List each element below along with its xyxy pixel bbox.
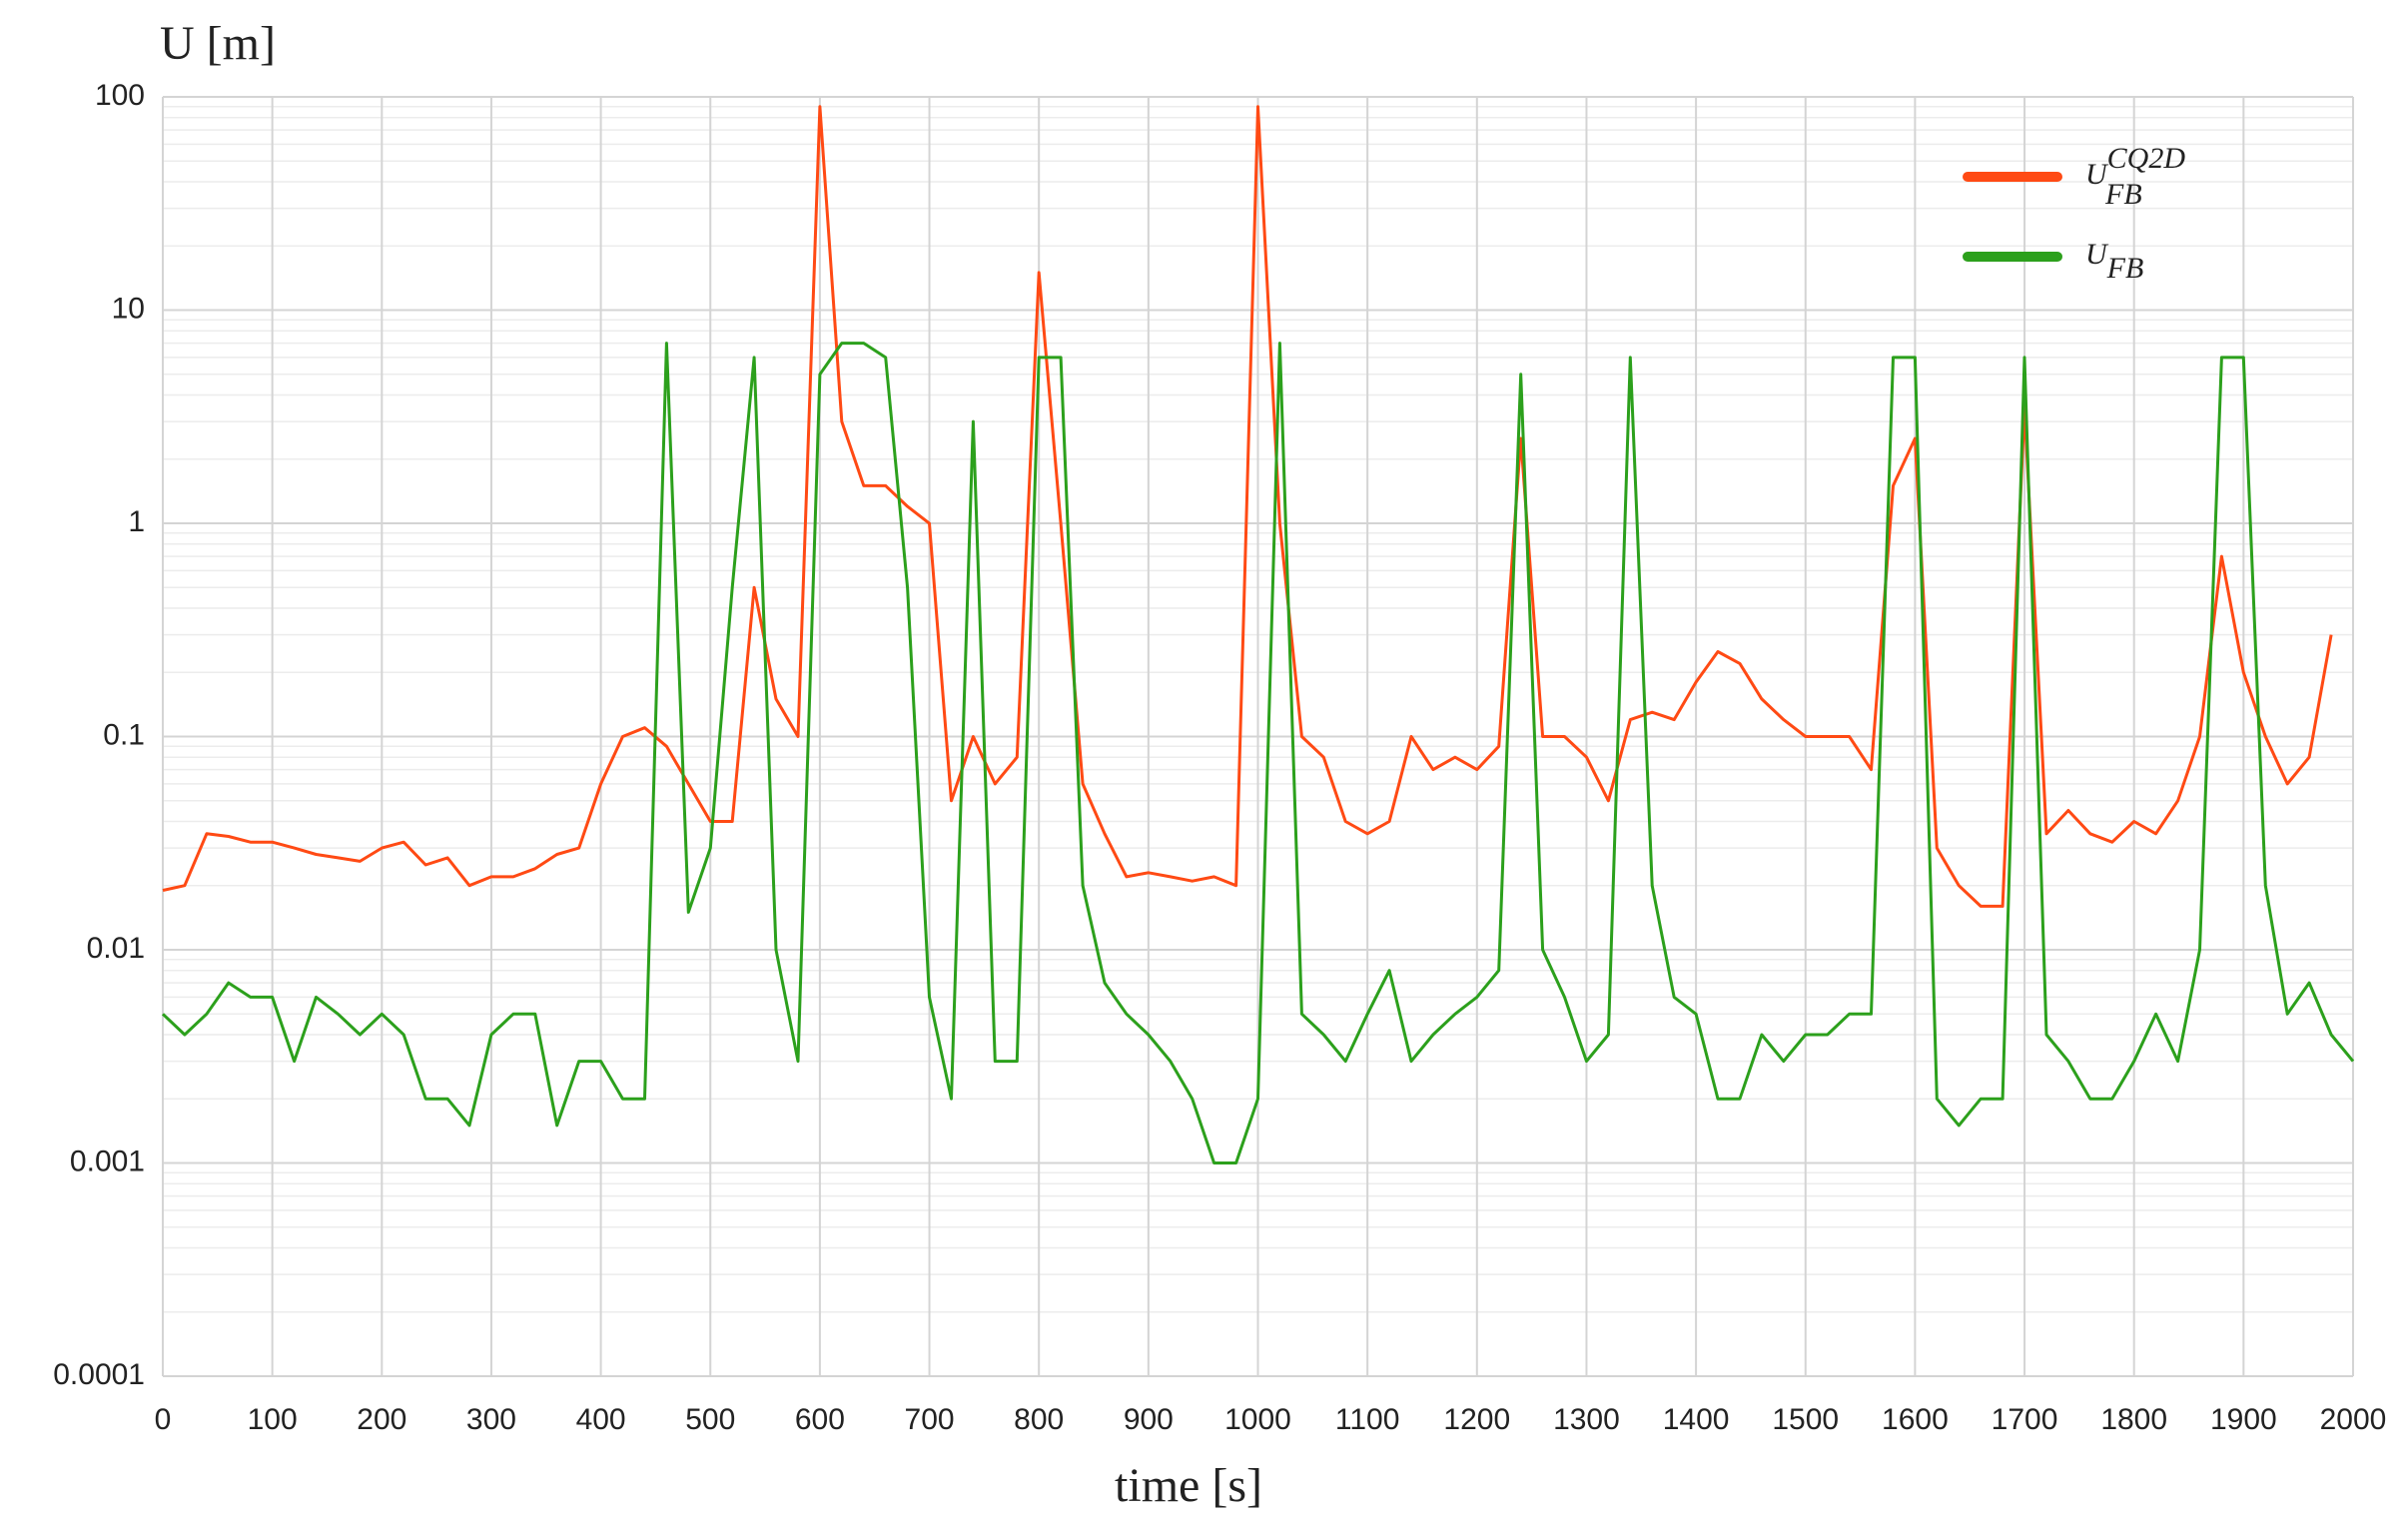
legend-name: U: [2085, 238, 2109, 271]
x-tick-label: 1300: [1553, 1403, 1620, 1436]
legend-sub: FB: [2104, 178, 2142, 211]
x-tick-label: 500: [685, 1403, 735, 1436]
legend-name: U: [2085, 158, 2109, 191]
legend-label: UCQ2D FB: [2085, 142, 2185, 211]
x-tick-label: 1700: [1992, 1403, 2058, 1436]
y-tick-label: 1: [128, 505, 145, 538]
legend-label: UFB: [2085, 238, 2143, 285]
x-tick-label: 1000: [1224, 1403, 1291, 1436]
y-tick-label: 0.0001: [53, 1358, 145, 1391]
legend-sub: FB: [2106, 252, 2144, 285]
x-tick-label: 1500: [1772, 1403, 1839, 1436]
x-tick-label: 600: [795, 1403, 845, 1436]
x-tick-label: 200: [357, 1403, 406, 1436]
data-line: [161, 342, 2355, 1164]
x-tick-label: 0: [155, 1403, 172, 1436]
x-tick-label: 1600: [1882, 1403, 1949, 1436]
x-tick-label: 1200: [1443, 1403, 1510, 1436]
data-line: [162, 105, 2333, 908]
x-tick-label: 1900: [2210, 1403, 2277, 1436]
y-axis-title: U [m]: [160, 17, 276, 70]
legend-sup: CQ2D: [2107, 142, 2186, 175]
y-tick-label: 100: [95, 79, 145, 112]
y-tick-label: 0.01: [87, 932, 145, 965]
x-tick-label: 900: [1124, 1403, 1174, 1436]
y-tick-label: 0.001: [70, 1145, 145, 1177]
y-tick-label: 10: [112, 292, 145, 325]
x-tick-label: 1100: [1335, 1403, 1400, 1436]
y-tick-label: 0.1: [103, 718, 145, 751]
x-tick-label: 400: [576, 1403, 626, 1436]
x-tick-label: 300: [466, 1403, 516, 1436]
x-axis-title: time [s]: [1115, 1459, 1262, 1512]
x-tick-label: 1800: [2100, 1403, 2167, 1436]
x-tick-label: 2000: [2320, 1403, 2387, 1436]
x-tick-label: 800: [1014, 1403, 1064, 1436]
x-tick-label: 1400: [1663, 1403, 1730, 1436]
x-tick-label: 700: [905, 1403, 955, 1436]
x-tick-label: 100: [248, 1403, 298, 1436]
